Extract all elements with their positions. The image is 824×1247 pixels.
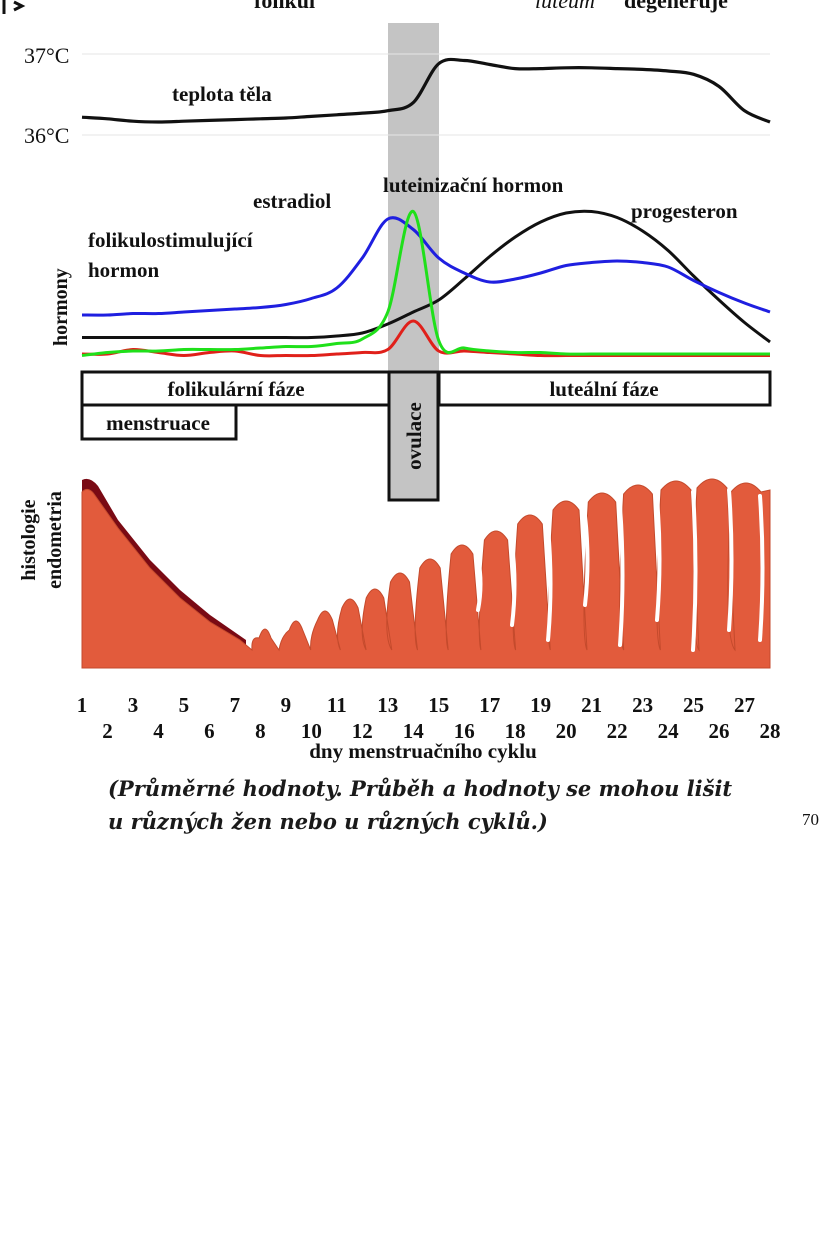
endometrium-illustration — [81, 478, 771, 669]
endometrium-gland-6 — [691, 490, 698, 652]
footnote-line2: u různých žen nebo u různých cyklů.) — [108, 809, 548, 834]
x-tick-even-11: 24 — [658, 719, 680, 743]
x-tick-even-12: 26 — [709, 719, 730, 743]
x-tick-odd-8: 17 — [479, 693, 500, 717]
endometrium-axis-label-1: histologie — [18, 499, 40, 580]
x-tick-even-9: 20 — [556, 719, 577, 743]
fsh-label-line2: hormon — [88, 258, 159, 282]
hormones-axis-label: hormony — [50, 268, 72, 346]
x-tick-even-8: 18 — [505, 719, 526, 743]
x-tick-even-0: 2 — [102, 719, 113, 743]
fsh-line — [81, 216, 771, 317]
temperature-label: teplota těla — [172, 82, 272, 106]
top-label-left: folikul — [254, 0, 315, 13]
top-label-right: degeneruje — [624, 0, 728, 13]
endometrium-gland-2 — [546, 526, 553, 642]
luteal-phase-label: luteální fáze — [549, 377, 658, 401]
endometrium-gland-5 — [655, 496, 662, 622]
x-tick-odd-7: 15 — [428, 693, 449, 717]
x-tick-odd-1: 3 — [128, 693, 139, 717]
follicular-phase-label: folikulární fáze — [167, 377, 304, 401]
x-tick-odd-9: 19 — [530, 693, 551, 717]
lh-line — [81, 209, 770, 357]
footnote-line1: (Průměrné hodnoty. Průběh a hodnoty se m… — [108, 776, 733, 801]
estradiol-label: estradiol — [253, 189, 331, 213]
x-tick-odd-12: 25 — [683, 693, 704, 717]
endometrium-gland-8 — [758, 494, 765, 642]
progesteron-line — [81, 209, 771, 344]
x-tick-even-7: 16 — [454, 719, 475, 743]
endometrium-gland-4 — [618, 504, 625, 647]
fsh-label-line1: folikulostimulující — [88, 228, 254, 252]
ovulation-label: ovulace — [402, 402, 426, 470]
menstruation-box — [80, 403, 238, 441]
top-left-glyph-fragment — [2, 0, 26, 14]
page-number: 70 — [802, 810, 819, 829]
endometrium-gland-0 — [476, 556, 483, 612]
ovulation-box — [387, 370, 440, 502]
x-tick-even-4: 10 — [301, 719, 322, 743]
x-tick-odd-6: 13 — [377, 693, 398, 717]
x-tick-even-3: 8 — [255, 719, 266, 743]
x-tick-odd-5: 11 — [327, 693, 347, 717]
endometrium-gland-7 — [727, 488, 734, 632]
x-axis-title: dny menstruačního cyklu — [309, 739, 537, 763]
x-tick-even-6: 14 — [403, 719, 425, 743]
x-tick-odd-3: 7 — [230, 693, 241, 717]
x-tick-odd-11: 23 — [632, 693, 653, 717]
x-tick-even-2: 6 — [204, 719, 215, 743]
x-tick-odd-4: 9 — [281, 693, 292, 717]
x-tick-odd-10: 21 — [581, 693, 602, 717]
endometrium-gland-1 — [510, 542, 517, 627]
x-tick-even-10: 22 — [607, 719, 628, 743]
endometrium-tissue — [81, 478, 771, 669]
temperature-line — [81, 57, 771, 124]
x-tick-even-5: 12 — [352, 719, 373, 743]
x-tick-even-1: 4 — [153, 719, 164, 743]
endometrium-axis-label-2: endometria — [44, 491, 66, 589]
temperature-grid — [82, 53, 770, 136]
x-axis: 1 3 5 7 9 11 13 15 17 19 21 23 25 272 4 6 8 10 12 14 16 18 20 2… — [77, 693, 781, 743]
x-tick-odd-13: 27 — [734, 693, 755, 717]
menstruation-label: menstruace — [106, 411, 210, 435]
x-tick-odd-0: 1 — [77, 693, 88, 717]
lh-label: luteinizační hormon — [383, 173, 564, 197]
tick-36: 36°C — [24, 123, 69, 148]
hormone-lines — [81, 209, 771, 358]
progesteron-label: progesteron — [631, 199, 738, 223]
footnote: (Průměrné hodnoty. Průběh a hodnoty se m… — [108, 772, 748, 838]
x-tick-even-13: 28 — [760, 719, 781, 743]
top-label-right-italic: luteum — [535, 0, 595, 13]
tick-37: 37°C — [24, 43, 69, 68]
endometrium-gland-3 — [583, 514, 590, 607]
x-tick-odd-2: 5 — [179, 693, 190, 717]
